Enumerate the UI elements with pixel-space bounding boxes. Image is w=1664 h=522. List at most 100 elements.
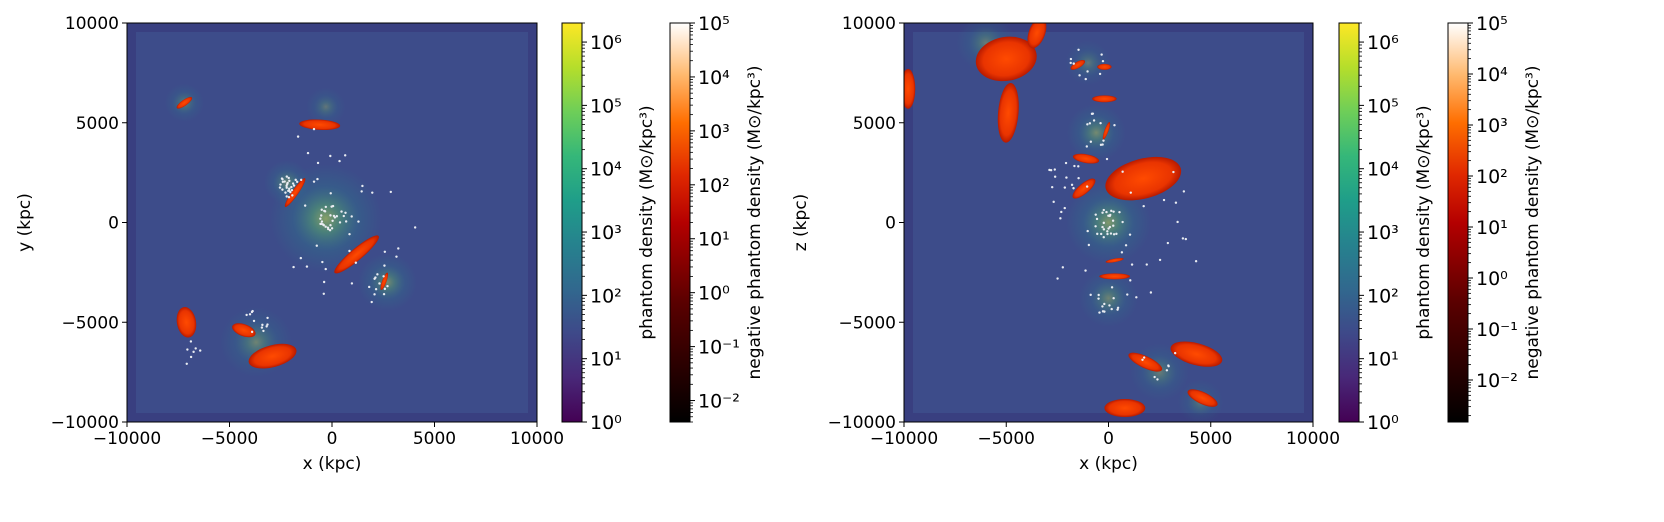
star-particle <box>1184 237 1188 241</box>
y-tick-label: −5000 <box>838 313 896 333</box>
star-particle <box>1084 77 1087 81</box>
star-particle <box>340 210 343 213</box>
star-particle <box>327 227 330 231</box>
star-particle <box>343 154 347 157</box>
star-particle <box>1107 214 1110 217</box>
star-particle <box>1072 62 1075 65</box>
star-particle <box>1069 61 1072 65</box>
star-particle <box>323 210 327 213</box>
star-particle <box>285 186 288 189</box>
colorbar-tick-label: 10² <box>698 175 730 197</box>
star-particle <box>1176 220 1179 224</box>
star-particle <box>320 214 323 217</box>
star-particle <box>1103 302 1106 306</box>
colorbar-tick-label: 10⁵ <box>590 95 622 117</box>
y-tick-label: −10000 <box>828 413 896 433</box>
y-tick-label: 0 <box>108 214 119 234</box>
star-particle <box>285 184 288 188</box>
star-particle <box>376 273 379 276</box>
colorbar-tick-label: 10¹ <box>590 349 622 371</box>
star-particle <box>285 175 288 178</box>
star-particle <box>189 355 193 359</box>
star-particle <box>1111 219 1115 222</box>
colorbar-tick-label: 10⁻² <box>1476 370 1518 392</box>
star-particle <box>303 204 307 207</box>
star-particle <box>374 288 378 291</box>
star-particle <box>1077 165 1080 168</box>
panel-xz: −10000 −5000 0 5000 10000 −10000 −5000 0 5000 100… <box>791 13 1543 474</box>
star-particle <box>1106 230 1109 233</box>
colorbar-tick-label: 10² <box>1476 166 1508 188</box>
star-particle <box>295 180 299 184</box>
star-particle <box>1181 237 1185 240</box>
star-particle <box>189 340 193 343</box>
star-particle <box>1112 297 1115 300</box>
star-particle <box>266 323 269 326</box>
star-particle <box>1116 306 1120 309</box>
star-particle <box>185 362 188 365</box>
x-tick-label: 5000 <box>413 429 456 449</box>
star-particle <box>1141 358 1144 361</box>
y-axis-label: z (kpc) <box>791 194 811 252</box>
star-particle <box>1078 74 1081 77</box>
star-particle <box>279 183 282 186</box>
density-peak <box>306 87 346 126</box>
star-particle <box>378 282 381 285</box>
star-particle <box>348 232 351 236</box>
star-particle <box>1102 208 1105 212</box>
star-particle <box>413 226 417 229</box>
colorbar-tick-label: 10⁰ <box>698 283 730 305</box>
star-particle <box>252 319 256 323</box>
x-tick-label: −10000 <box>870 429 938 449</box>
star-particle <box>1090 112 1094 116</box>
star-particle <box>287 176 290 180</box>
phantom-density-colorbar: 10⁰ 10¹ 10² 10³ 10⁴ 10⁵ 10⁶ phantom density (M⊙… <box>561 22 657 434</box>
negative-density-region <box>334 235 379 274</box>
star-particle <box>350 215 353 218</box>
star-particle <box>199 349 202 352</box>
star-particle <box>1069 57 1073 61</box>
negative-density-region <box>904 68 916 109</box>
star-particle <box>1095 217 1099 221</box>
colorbar-tick-label: 10⁶ <box>590 32 622 54</box>
star-particle <box>1097 293 1100 297</box>
star-particle <box>248 313 252 316</box>
star-particle <box>1158 258 1162 262</box>
x-tick-label: 0 <box>327 429 338 449</box>
star-particle <box>1098 72 1102 76</box>
star-particle <box>1153 375 1156 379</box>
star-particle <box>1052 200 1055 204</box>
star-particle <box>1108 304 1111 307</box>
colorbar-label: negative phantom density (M⊙/kpc³) <box>745 66 765 380</box>
star-particle <box>338 221 342 224</box>
star-particle <box>1053 168 1056 171</box>
y-tick-label: 5000 <box>853 114 896 134</box>
negative-density-region <box>232 323 256 338</box>
star-particle <box>1108 225 1112 229</box>
star-particle <box>360 190 363 193</box>
star-particle <box>290 188 294 192</box>
x-tick-label: −5000 <box>201 429 259 449</box>
star-particle <box>1102 228 1106 231</box>
star-particle <box>1089 140 1093 143</box>
star-particle <box>283 180 286 183</box>
star-particle <box>1109 232 1113 235</box>
density-peak <box>1065 40 1111 86</box>
star-particle <box>284 191 287 194</box>
star-particle <box>288 187 291 190</box>
star-particle <box>1112 224 1115 227</box>
star-particle <box>1100 53 1103 56</box>
x-tick-label: −10000 <box>93 429 161 449</box>
star-particle <box>299 256 303 260</box>
star-particle <box>322 280 326 284</box>
star-particle <box>292 184 296 187</box>
x-tick-label: 10000 <box>510 429 564 449</box>
star-particle <box>266 316 269 320</box>
star-particle <box>1135 296 1138 299</box>
star-particle <box>389 190 392 194</box>
star-particle <box>1097 297 1100 300</box>
star-particle <box>1101 305 1104 308</box>
colorbar-tick-label: 10⁰ <box>590 412 622 434</box>
negative-density-region <box>1104 399 1146 418</box>
